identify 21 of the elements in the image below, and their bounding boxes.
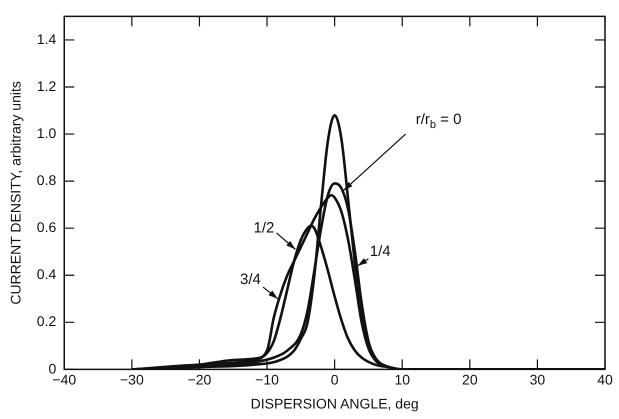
x-tick-label: 0 [330,372,339,388]
x-tick-label: −30 [120,372,144,388]
y-axis-title: CURRENT DENSITY, arbitrary units [7,81,24,305]
x-tick-label: 40 [597,372,613,388]
y-tick-label: 0.4 [36,266,56,282]
x-tick-label: 10 [394,372,410,388]
y-tick-label: 1.4 [36,30,56,47]
y-tick-label: 1.2 [36,78,56,94]
x-tick-label: 20 [462,372,478,388]
y-tick-label: 0.2 [36,313,56,330]
x-tick-label: −10 [255,372,280,388]
series-label: 1/2 [254,219,274,236]
x-axis-title: DISPERSION ANGLE, deg [250,395,419,412]
y-tick-label: 0.6 [36,219,56,236]
y-tick-label: 0.8 [36,172,56,188]
y-tick-label: 1.0 [36,124,56,141]
series-label: 3/4 [240,271,261,288]
x-tick-label: 30 [530,372,546,388]
series-label: 1/4 [370,242,391,260]
x-tick-label: −20 [188,372,212,388]
y-tick-label: 0 [48,360,56,376]
